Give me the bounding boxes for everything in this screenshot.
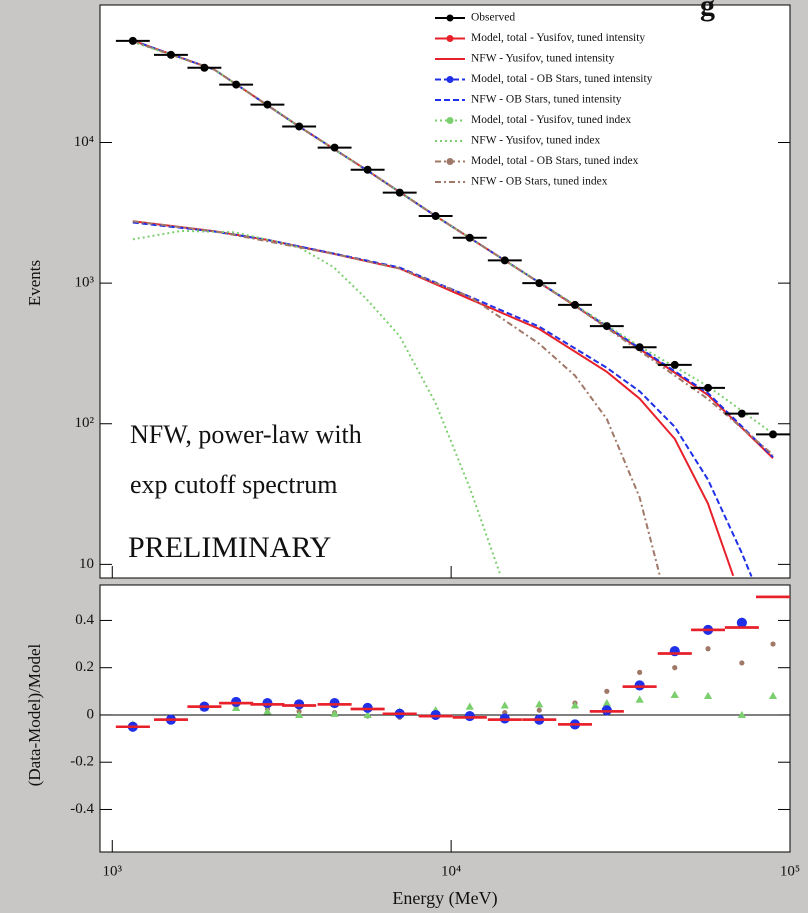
point [604,688,610,694]
point [431,212,440,221]
point [602,322,611,331]
point [535,279,544,288]
annotation: NFW, power-law with [130,420,362,449]
point [395,188,404,197]
x-tick-label: 10⁴ [441,863,461,879]
y-tick-label: -0.2 [70,754,94,770]
point [295,122,304,131]
legend-label: Model, total - Yusifov, tuned intensity [471,32,645,44]
legend-label: NFW - OB Stars, tuned index [471,176,608,188]
legend-marker [446,14,454,22]
point [128,36,137,45]
legend-marker [446,35,454,42]
point [570,701,579,709]
annotation: PRELIMINARY [128,531,331,564]
point [736,617,747,628]
point [670,360,679,369]
point [363,165,372,174]
x-axis-label: Energy (MeV) [392,888,497,909]
point [739,660,745,666]
point [330,709,339,717]
point [769,692,778,700]
point [166,50,175,59]
point [672,665,678,671]
y-tick-label: 0 [87,706,95,722]
y-tick-label: -0.4 [70,801,94,817]
annotation: exp cutoff spectrum [130,470,337,499]
point [465,233,474,242]
point [200,63,209,72]
point [363,710,372,718]
point [570,300,579,309]
point [637,669,643,675]
point [535,700,544,708]
point [635,343,644,352]
point [263,707,272,715]
y-tick-label: 0.2 [75,659,94,675]
point [500,701,509,709]
legend-label: NFW - Yusifov, tuned intensity [471,53,615,65]
x-tick-label: 10³ [103,863,123,879]
point [295,710,304,718]
y-axis-label: Events [25,260,44,306]
legend-label: Model, total - OB Stars, tuned intensity [471,73,653,85]
x-tick-label: 10⁵ [780,863,800,879]
point [232,703,241,711]
point [465,702,474,710]
point [770,641,776,647]
bottom-plot-area [99,584,791,853]
line [132,229,502,577]
point [232,80,241,89]
point [737,710,746,718]
legend-label: Model, total - Yusifov, tuned index [471,114,631,126]
legend-label: Model, total - OB Stars, tuned index [471,155,639,167]
point [704,383,713,392]
point [536,707,542,713]
y-tick-label: 10² [75,415,95,431]
chart-title: g [700,0,715,22]
legend-label: NFW - OB Stars, tuned intensity [471,94,622,106]
legend-label: NFW - Yusifov, tuned index [471,135,601,147]
point [704,692,713,700]
point [705,646,711,652]
y-tick-label: 10 [79,556,94,572]
legend-marker [446,158,454,165]
legend-marker [446,76,454,83]
legend-marker [446,117,454,124]
legend-label: Observed [471,12,515,24]
point [602,699,611,707]
point [263,100,272,109]
point [635,695,644,703]
point [670,690,679,698]
y-tick-label: 10⁴ [74,134,94,150]
point [500,256,509,265]
y-tick-label: 10³ [75,275,95,291]
point [330,143,339,152]
y-axis-label: (Data-Model)/Model [25,643,44,786]
line [132,220,661,577]
point [737,409,746,418]
point [769,430,778,439]
y-tick-label: 0.4 [75,612,94,628]
